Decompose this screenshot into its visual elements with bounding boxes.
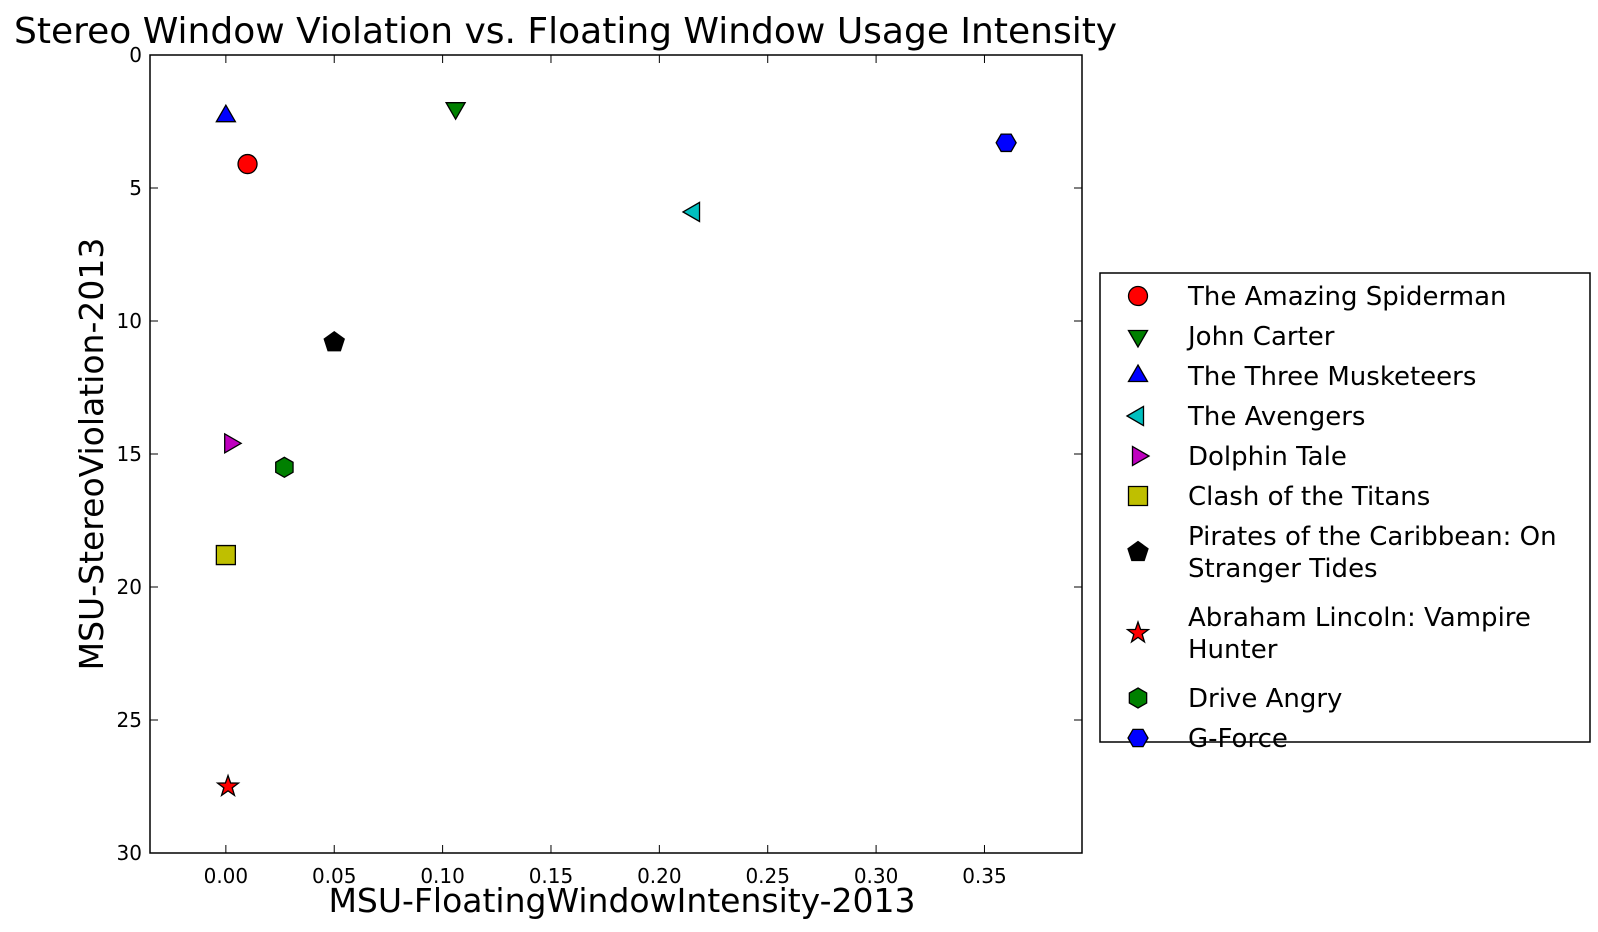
legend-label: John Carter xyxy=(1186,322,1335,352)
x-tick-label: 0.20 xyxy=(637,864,682,888)
data-point xyxy=(215,773,241,798)
legend-marker xyxy=(1127,285,1149,307)
y-tick-label: 5 xyxy=(129,176,142,200)
data-point xyxy=(995,133,1017,153)
legend-label: The Avengers xyxy=(1187,402,1365,432)
data-point xyxy=(237,153,258,175)
y-tick-label: 30 xyxy=(117,841,142,865)
legend-marker xyxy=(1125,405,1145,427)
data-point xyxy=(323,330,345,352)
legend-label: G-Force xyxy=(1188,724,1288,754)
x-axis-label: MSU-FloatingWindowIntensity-2013 xyxy=(328,881,915,920)
legend-marker xyxy=(1131,445,1151,467)
legend-label: Pirates of the Caribbean: On xyxy=(1188,522,1557,552)
data-point xyxy=(681,201,701,223)
data-point xyxy=(224,432,243,455)
y-tick-label: 10 xyxy=(117,309,142,333)
legend: The Amazing Spiderman John Carter The Thre… xyxy=(1099,272,1591,754)
legend-label: Hunter xyxy=(1188,635,1278,665)
data-point xyxy=(215,103,237,123)
x-tick-label: 0.05 xyxy=(312,864,357,888)
y-axis-label: MSU-StereoViolation-2013 xyxy=(72,238,111,671)
y-tick-label: 0 xyxy=(129,43,142,67)
data-points xyxy=(215,102,1017,798)
legend-label: The Three Musketeers xyxy=(1187,362,1476,392)
chart-title: Stereo Window Violation vs. Floating Win… xyxy=(14,11,1117,52)
x-tick-label: 0.00 xyxy=(204,864,249,888)
legend-items: The Amazing Spiderman John Carter The Thre… xyxy=(1125,282,1557,754)
legend-label: The Amazing Spiderman xyxy=(1187,282,1507,312)
legend-marker xyxy=(1125,620,1151,644)
legend-marker xyxy=(1127,485,1149,507)
data-point xyxy=(444,102,467,121)
y-tick-label: 25 xyxy=(117,708,142,732)
x-tick-label: 0.35 xyxy=(962,864,1007,888)
x-tick-label: 0.30 xyxy=(854,864,899,888)
legend-marker xyxy=(1127,540,1149,562)
legend-marker xyxy=(1127,728,1149,748)
y-tick-label: 20 xyxy=(117,575,142,599)
x-tick-label: 0.15 xyxy=(529,864,574,888)
legend-marker xyxy=(1127,363,1149,383)
legend-label: Drive Angry xyxy=(1188,684,1342,714)
legend-label: Clash of the Titans xyxy=(1188,482,1430,512)
data-point xyxy=(275,456,294,479)
x-tick-label: 0.25 xyxy=(745,864,790,888)
legend-frame xyxy=(1099,272,1591,743)
y-tick-label: 15 xyxy=(117,442,142,466)
legend-label: Stranger Tides xyxy=(1188,554,1378,584)
legend-marker xyxy=(1128,687,1148,709)
axis-ticks: 0.00 0.05 0.10 0.15 0.20 0.25 0.30 0.35 0 5 10 15 20… xyxy=(117,43,1082,888)
x-tick-label: 0.10 xyxy=(420,864,465,888)
plot-area-frame xyxy=(149,54,1083,854)
legend-marker xyxy=(1127,329,1149,349)
legend-label: Dolphin Tale xyxy=(1188,442,1347,472)
legend-label: Abraham Lincoln: Vampire xyxy=(1188,603,1531,633)
data-point xyxy=(215,544,237,566)
